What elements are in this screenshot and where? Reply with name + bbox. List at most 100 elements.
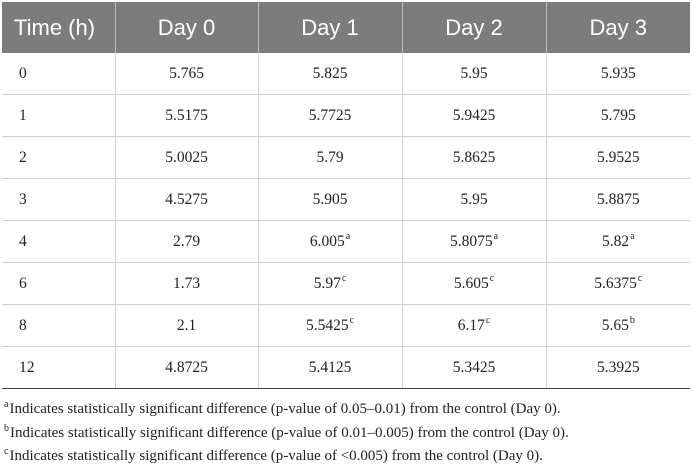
data-table: Time (h) Day 0 Day 1 Day 2 Day 3 0 5.765 5… — [2, 2, 690, 389]
cell-day-0: 4.5275 — [115, 178, 259, 221]
cell-day-2: 5.8075a — [402, 220, 547, 263]
cell-day-3: 5.8875 — [546, 178, 690, 221]
table-body: 0 5.765 5.825 5.95 5.935 1 5.5175 5.7725 5.9425 5… — [2, 53, 690, 389]
cell-value: 5.765 — [169, 64, 204, 82]
footnote-text: Indicates statistically significant diff… — [10, 424, 569, 441]
cell-value: 5.3425 — [452, 358, 496, 376]
cell-time: 1 — [2, 94, 116, 137]
cell-day-1: 5.5425c — [258, 304, 403, 347]
cell-time: 3 — [2, 178, 116, 221]
cell-day-3: 5.82a — [546, 220, 690, 263]
footnote-c: cIndicates statistically significant dif… — [4, 445, 688, 469]
significance-mark: c — [489, 273, 495, 285]
cell-value: 5.3925 — [596, 358, 640, 376]
cell-value: 1 — [19, 106, 27, 124]
table-header: Time (h) Day 0 Day 1 Day 2 Day 3 — [2, 2, 690, 53]
cell-value: 1.73 — [172, 274, 201, 292]
header-time: Time (h) — [2, 2, 116, 53]
cell-value: 5.935 — [600, 64, 636, 82]
cell-value: 5.9425 — [452, 106, 496, 124]
footnote-mark: c — [4, 446, 9, 457]
cell-time: 12 — [2, 346, 116, 389]
cell-value: 5.79 — [316, 148, 344, 166]
cell-day-3: 5.9525 — [546, 136, 690, 179]
cell-value: 5.5425 — [305, 316, 349, 334]
cell-value: 5.8875 — [596, 190, 640, 208]
cell-value: 2.1 — [176, 316, 197, 334]
cell-value: 12 — [19, 358, 35, 376]
cell-value: 4.5275 — [165, 190, 208, 208]
cell-day-3: 5.795 — [546, 94, 690, 137]
cell-value: 5.825 — [312, 64, 348, 82]
cell-day-2: 5.95 — [402, 178, 547, 221]
cell-value: 5.97 — [313, 274, 341, 292]
cell-value: 6.005 — [309, 232, 345, 250]
cell-value: 5.7725 — [308, 106, 352, 124]
cell-day-2: 6.17c — [402, 304, 547, 347]
cell-value: 5.795 — [600, 106, 636, 124]
cell-day-0: 2.1 — [115, 304, 259, 347]
cell-day-2: 5.9425 — [402, 94, 547, 137]
cell-day-2: 5.95 — [402, 53, 547, 95]
cell-value: 5.5175 — [165, 106, 208, 124]
significance-mark: c — [341, 273, 347, 285]
cell-value: 6 — [19, 274, 27, 292]
significance-mark: c — [485, 315, 491, 327]
cell-value: 4.8725 — [165, 358, 208, 376]
cell-time: 2 — [2, 136, 116, 179]
cell-value: 0 — [19, 64, 27, 82]
header-day-3: Day 3 — [546, 2, 690, 53]
cell-value: 6.17 — [457, 316, 485, 334]
cell-value: 3 — [19, 190, 27, 208]
significance-mark: a — [493, 231, 499, 243]
table-row: 8 2.1 5.5425c 6.17c 5.65b — [2, 304, 690, 347]
cell-value: 5.8625 — [452, 148, 496, 166]
cell-day-3: 5.3925 — [546, 346, 690, 389]
header-day-0: Day 0 — [115, 2, 259, 53]
cell-day-2: 5.8625 — [402, 136, 547, 179]
cell-day-0: 5.765 — [115, 53, 259, 95]
cell-time: 4 — [2, 220, 116, 263]
header-day-1: Day 1 — [258, 2, 403, 53]
cell-day-0: 1.73 — [115, 262, 259, 305]
footnote-a: aIndicates statistically significant dif… — [4, 398, 688, 422]
cell-value: 5.65 — [601, 316, 629, 334]
footnotes: aIndicates statistically significant dif… — [4, 398, 688, 469]
table-row: 6 1.73 5.97c 5.605c 5.6375c — [2, 262, 690, 305]
table-row: 0 5.765 5.825 5.95 5.935 — [2, 53, 690, 95]
table-row: 2 5.0025 5.79 5.8625 5.9525 — [2, 136, 690, 179]
cell-day-1: 5.79 — [258, 136, 403, 179]
header-day-2: Day 2 — [402, 2, 547, 53]
cell-value: 5.905 — [312, 190, 348, 208]
footnote-mark: b — [4, 422, 9, 434]
cell-day-2: 5.3425 — [402, 346, 547, 389]
footnote-mark: a — [4, 399, 9, 410]
cell-value: 4 — [19, 232, 27, 250]
cell-value: 5.8075 — [449, 232, 493, 250]
cell-day-0: 4.8725 — [115, 346, 259, 389]
cell-value: 5.95 — [460, 190, 488, 208]
cell-time: 6 — [2, 262, 116, 305]
cell-day-3: 5.6375c — [546, 262, 690, 305]
cell-day-2: 5.605c — [402, 262, 547, 305]
significance-mark: a — [630, 231, 635, 243]
cell-value: 5.6375 — [594, 274, 637, 292]
significance-mark: c — [637, 273, 643, 285]
cell-value: 5.4125 — [308, 358, 352, 376]
cell-value: 5.9525 — [596, 148, 640, 166]
footnote-text: Indicates statistically significant diff… — [9, 401, 561, 417]
cell-value: 2.79 — [172, 232, 201, 250]
cell-time: 0 — [2, 53, 116, 95]
cell-value: 5.95 — [460, 64, 488, 82]
data-table-container: Time (h) Day 0 Day 1 Day 2 Day 3 0 5.765 5… — [2, 2, 690, 389]
cell-day-1: 5.825 — [258, 53, 403, 95]
cell-day-1: 5.4125 — [258, 346, 403, 389]
header-row: Time (h) Day 0 Day 1 Day 2 Day 3 — [2, 2, 690, 53]
cell-day-1: 5.7725 — [258, 94, 403, 137]
cell-value: 5.605 — [453, 274, 489, 292]
cell-value: 5.82 — [601, 232, 630, 250]
significance-mark: b — [629, 315, 635, 327]
cell-day-1: 6.005a — [258, 220, 403, 263]
cell-value: 5.0025 — [165, 148, 208, 166]
cell-value: 2 — [19, 148, 27, 166]
